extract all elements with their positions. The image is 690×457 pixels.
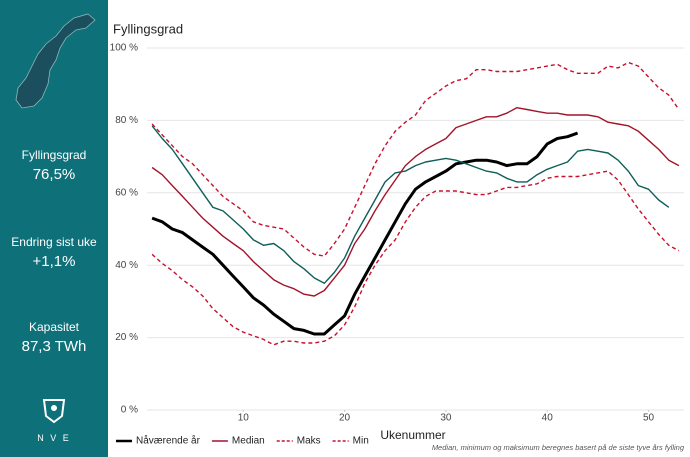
x-tick-label: 10: [238, 413, 250, 424]
series-line: [151, 131, 579, 336]
chart-title: Fyllingsgrad: [113, 21, 183, 36]
y-tick-label: 20 %: [115, 332, 138, 343]
x-tick-label: 30: [440, 413, 452, 424]
series-line: [151, 125, 670, 284]
y-tick-label: 60 %: [115, 187, 138, 198]
series-line: [151, 107, 680, 297]
chart: Fyllingsgrad Ukenummer Median, minimum o…: [110, 21, 685, 452]
legend-label: Maks: [297, 436, 321, 447]
x-tick-label: 40: [542, 413, 554, 424]
x-tick-label: 20: [339, 413, 351, 424]
y-tick-label: 100 %: [110, 43, 138, 54]
logo-icon: [42, 399, 66, 424]
stat-value: 76,5%: [32, 166, 76, 183]
y-tick-label: 40 %: [115, 260, 138, 271]
stat-value: 87,3 TWh: [21, 338, 87, 355]
x-tick-label: 50: [643, 413, 655, 424]
stat-value: +1,1%: [32, 253, 76, 270]
legend-label: Median: [232, 436, 265, 447]
series-line: [151, 61, 680, 257]
map-icon: [15, 13, 96, 109]
stat-label: Fyllingsgrad: [21, 148, 87, 162]
stat-label: Kapasitet: [28, 320, 80, 334]
logo-text: N V E: [37, 433, 71, 443]
sidebar: Fyllingsgrad 76,5% Endring sist uke +1,1…: [0, 0, 108, 457]
y-tick-label: 0 %: [121, 405, 138, 416]
y-tick-label: 80 %: [115, 115, 138, 126]
series-line: [151, 170, 680, 346]
legend-label: Min: [353, 436, 369, 447]
note: Median, minimum og maksimum beregnes bas…: [432, 443, 685, 452]
stat-label: Endring sist uke: [11, 235, 97, 249]
legend-label: Nåværende år: [136, 435, 201, 447]
x-axis-title: Ukenummer: [380, 428, 445, 442]
